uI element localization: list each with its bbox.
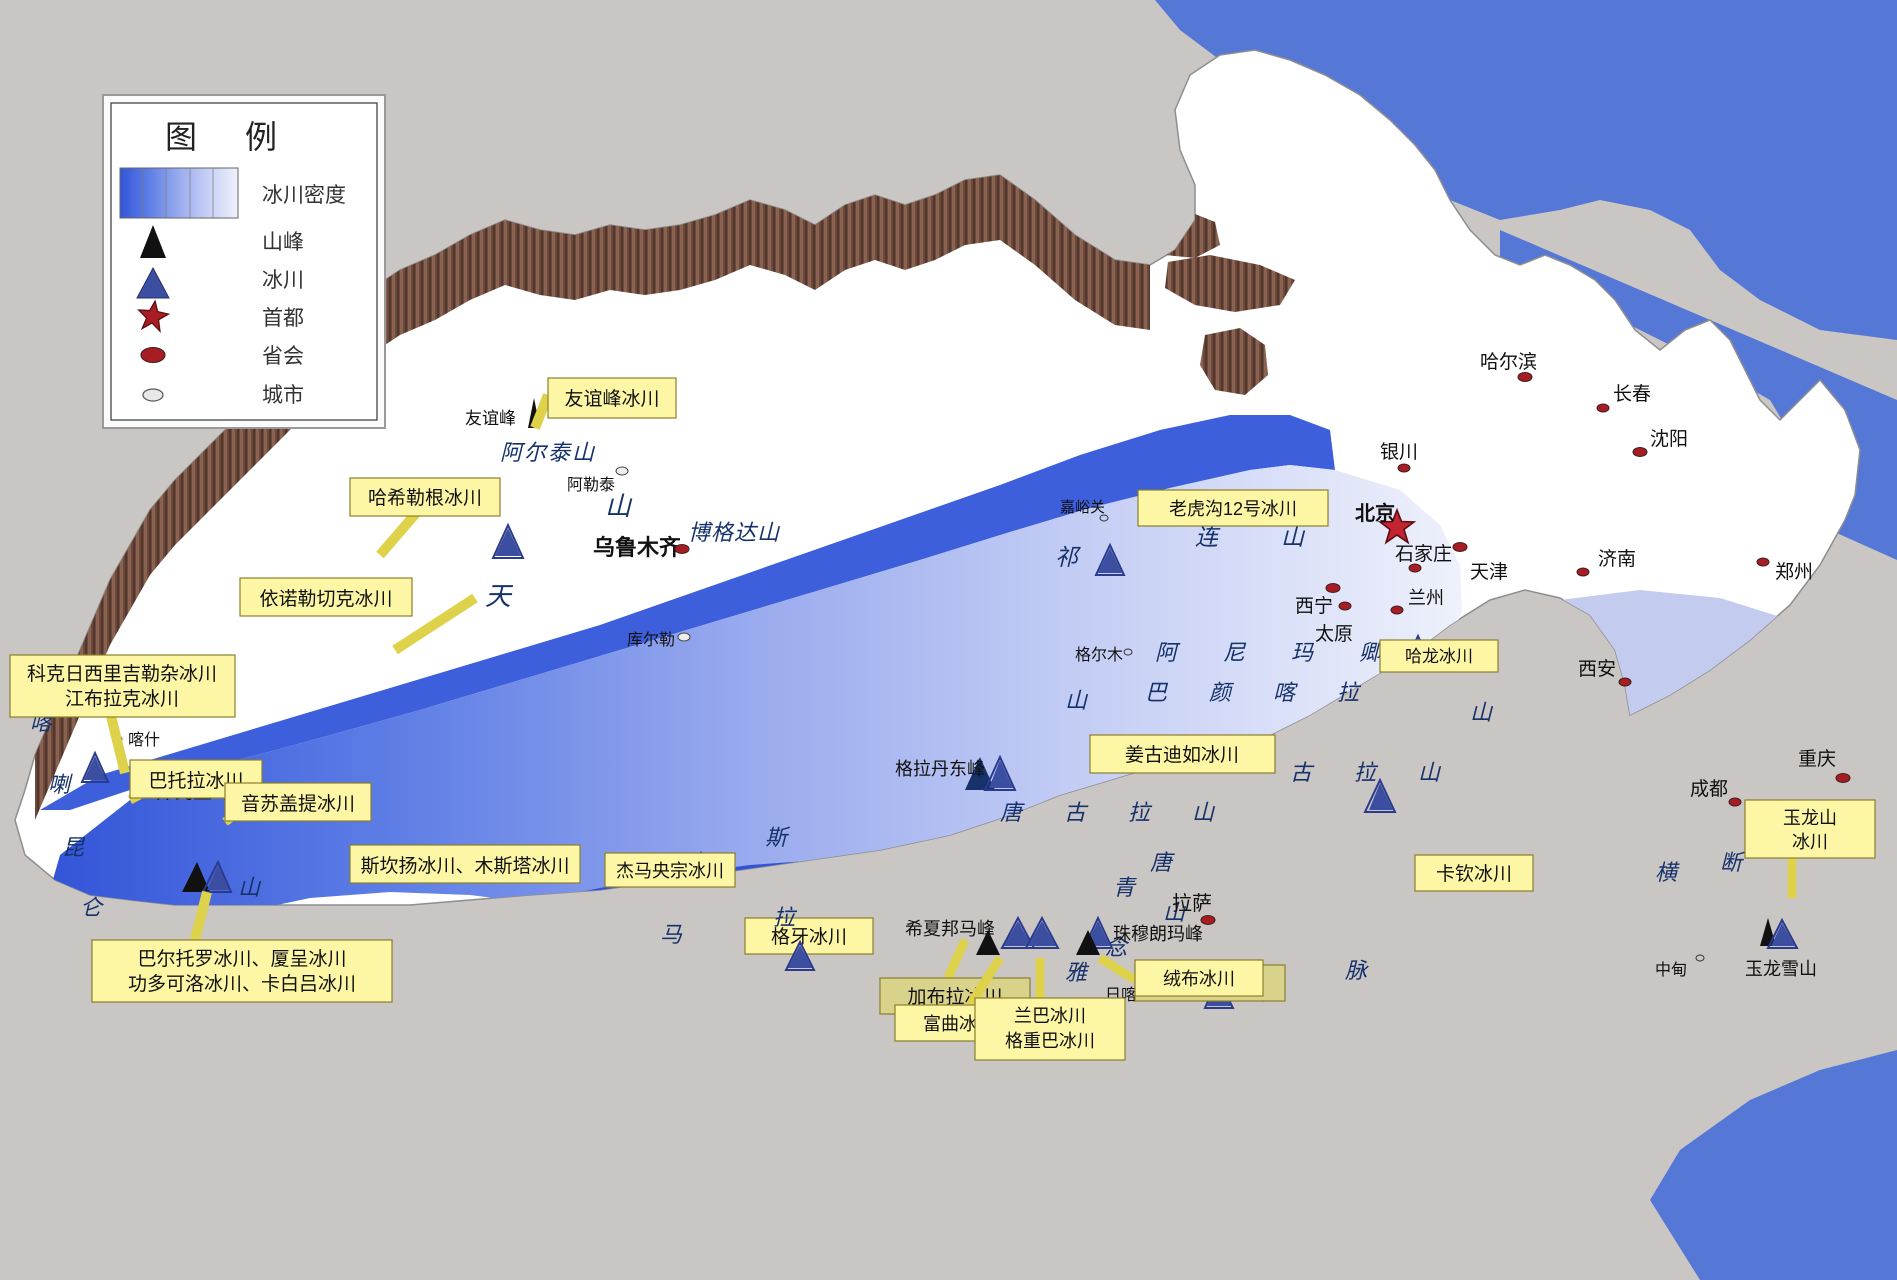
svg-text:格重巴冰川: 格重巴冰川 xyxy=(1005,1031,1095,1051)
svg-text:山: 山 xyxy=(605,491,633,521)
svg-text:北京: 北京 xyxy=(1355,501,1395,525)
svg-text:斯坎扬冰川、木斯塔冰川: 斯坎扬冰川、木斯塔冰川 xyxy=(360,855,569,877)
svg-text:中甸: 中甸 xyxy=(1655,961,1687,979)
svg-text:唐: 唐 xyxy=(1150,850,1194,875)
svg-text:仑: 仑 xyxy=(80,895,104,920)
svg-text:连 山: 连 山 xyxy=(1195,524,1324,550)
svg-text:阿 尼 玛 卿: 阿 尼 玛 卿 xyxy=(1155,640,1393,665)
svg-text:乌鲁木齐: 乌鲁木齐 xyxy=(593,535,682,560)
svg-text:博格达山: 博格达山 xyxy=(688,520,781,545)
svg-text:库尔勒: 库尔勒 xyxy=(627,631,675,649)
svg-text:西宁: 西宁 xyxy=(1295,595,1333,617)
svg-text:山: 山 xyxy=(1065,688,1089,713)
svg-text:天: 天 xyxy=(485,581,514,611)
svg-text:喀什: 喀什 xyxy=(128,731,160,749)
svg-text:首都: 首都 xyxy=(262,307,304,330)
svg-text:友谊峰冰川: 友谊峰冰川 xyxy=(564,388,659,410)
svg-text:雅: 雅 xyxy=(1065,960,1090,985)
svg-text:阿尔泰山: 阿尔泰山 xyxy=(500,440,596,465)
svg-text:断: 断 xyxy=(1720,850,1746,875)
svg-text:音苏盖提冰川: 音苏盖提冰川 xyxy=(241,793,355,815)
svg-text:马: 马 xyxy=(660,922,683,947)
svg-text:哈希勒根冰川: 哈希勒根冰川 xyxy=(368,487,482,509)
svg-text:玉龙山: 玉龙山 xyxy=(1783,808,1837,828)
svg-text:昆: 昆 xyxy=(62,835,86,860)
svg-text:格拉丹东峰: 格拉丹东峰 xyxy=(895,759,985,779)
svg-text:西安: 西安 xyxy=(1578,658,1616,680)
svg-text:图 例: 图 例 xyxy=(165,119,285,155)
svg-text:唐 古 拉 山: 唐 古 拉 山 xyxy=(1000,800,1224,825)
svg-text:喇: 喇 xyxy=(48,772,73,797)
svg-text:沈阳: 沈阳 xyxy=(1650,428,1688,450)
svg-text:横: 横 xyxy=(1655,860,1680,885)
svg-text:哈龙冰川: 哈龙冰川 xyxy=(1405,647,1473,666)
svg-text:兰州: 兰州 xyxy=(1408,588,1444,608)
svg-text:冰川密度: 冰川密度 xyxy=(262,184,346,207)
svg-text:绒布冰川: 绒布冰川 xyxy=(1163,969,1235,989)
svg-text:太原: 太原 xyxy=(1315,623,1353,645)
svg-text:拉: 拉 xyxy=(773,905,798,930)
svg-text:成都: 成都 xyxy=(1690,778,1728,800)
svg-text:山峰: 山峰 xyxy=(262,231,304,254)
svg-text:银川: 银川 xyxy=(1380,441,1418,463)
svg-text:科克日西里吉勒杂冰川: 科克日西里吉勒杂冰川 xyxy=(27,663,217,685)
svg-text:山: 山 xyxy=(238,875,262,900)
svg-text:姜古迪如冰川: 姜古迪如冰川 xyxy=(1125,744,1239,766)
svg-text:拉萨: 拉萨 xyxy=(1172,892,1212,915)
svg-text:脉: 脉 xyxy=(1345,958,1369,983)
svg-text:郑州: 郑州 xyxy=(1775,561,1813,583)
svg-text:功多可洛冰川、卡白吕冰川: 功多可洛冰川、卡白吕冰川 xyxy=(128,973,356,995)
svg-text:希夏邦马峰: 希夏邦马峰 xyxy=(905,919,995,939)
svg-text:天津: 天津 xyxy=(1470,561,1508,583)
svg-text:石家庄: 石家庄 xyxy=(1395,543,1452,565)
svg-text:哈尔滨: 哈尔滨 xyxy=(1480,351,1537,373)
svg-text:古 拉 山: 古 拉 山 xyxy=(1290,760,1450,785)
svg-text:卡钦冰川: 卡钦冰川 xyxy=(1436,863,1512,885)
svg-text:济南: 济南 xyxy=(1598,548,1636,570)
svg-text:江布拉克冰川: 江布拉克冰川 xyxy=(65,688,179,710)
svg-text:巴尔托罗冰川、厦呈冰川: 巴尔托罗冰川、厦呈冰川 xyxy=(137,948,346,970)
svg-text:城市: 城市 xyxy=(262,384,304,407)
svg-text:长春: 长春 xyxy=(1613,383,1651,405)
svg-text:友谊峰: 友谊峰 xyxy=(465,409,516,428)
svg-text:格尔木: 格尔木 xyxy=(1075,646,1123,664)
svg-text:老虎沟12号冰川: 老虎沟12号冰川 xyxy=(1169,499,1297,519)
svg-text:省会: 省会 xyxy=(262,345,304,368)
svg-text:重庆: 重庆 xyxy=(1798,748,1836,770)
svg-text:杰马央宗冰川: 杰马央宗冰川 xyxy=(616,861,724,881)
svg-text:冰川: 冰川 xyxy=(262,269,304,292)
svg-text:山: 山 xyxy=(1470,700,1494,725)
svg-text:巴 颜 喀 拉: 巴 颜 喀 拉 xyxy=(1145,680,1369,705)
svg-text:玉龙雪山: 玉龙雪山 xyxy=(1745,959,1817,979)
svg-text:祁: 祁 xyxy=(1055,544,1081,570)
svg-text:冰川: 冰川 xyxy=(1792,832,1828,852)
svg-text:依诺勒切克冰川: 依诺勒切克冰川 xyxy=(259,588,392,610)
svg-text:青: 青 xyxy=(1113,875,1137,900)
svg-text:兰巴冰川: 兰巴冰川 xyxy=(1014,1006,1086,1026)
svg-text:珠穆朗玛峰: 珠穆朗玛峰 xyxy=(1113,924,1203,944)
svg-text:嘉峪关: 嘉峪关 xyxy=(1060,499,1105,516)
